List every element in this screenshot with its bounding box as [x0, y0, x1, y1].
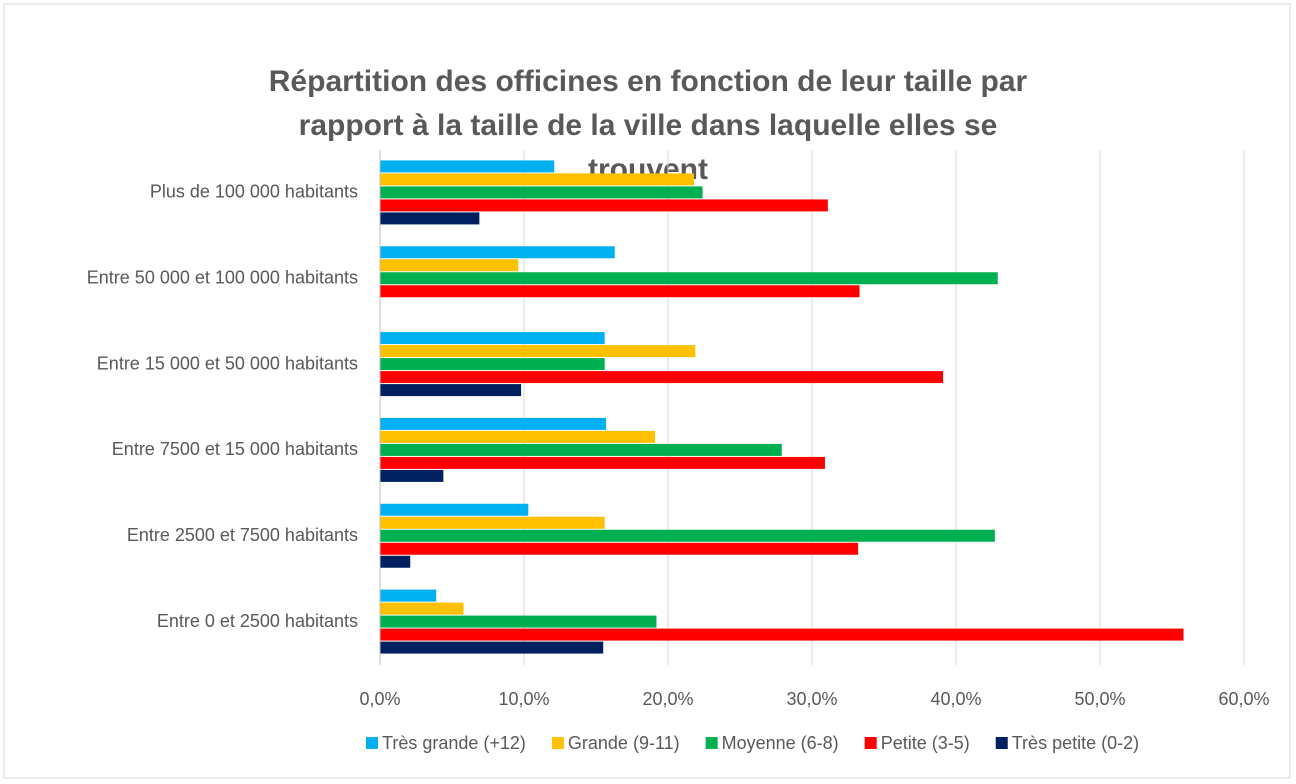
x-tick-label: 40,0%	[930, 689, 981, 709]
legend-label: Moyenne (6-8)	[722, 733, 839, 753]
bar	[380, 555, 411, 568]
bar	[380, 516, 605, 529]
bar	[380, 628, 1184, 641]
bar	[380, 272, 998, 285]
bar	[380, 529, 995, 542]
bar	[380, 430, 656, 443]
bar	[380, 456, 825, 469]
bar	[380, 469, 444, 482]
x-tick-label: 30,0%	[786, 689, 837, 709]
bar	[380, 371, 944, 384]
y-tick-label: Entre 15 000 et 50 000 habitants	[97, 353, 358, 373]
bar	[380, 602, 464, 615]
y-tick-label: Entre 50 000 et 100 000 habitants	[87, 268, 358, 288]
legend-swatch	[995, 737, 1008, 749]
x-tick-label: 20,0%	[642, 689, 693, 709]
x-tick-label: 10,0%	[498, 689, 549, 709]
x-tick-label: 50,0%	[1074, 689, 1125, 709]
bar	[380, 345, 696, 358]
legend-label: Très petite (0-2)	[1012, 733, 1139, 753]
x-tick-label: 60,0%	[1218, 689, 1269, 709]
legend-swatch	[705, 737, 718, 749]
bar	[380, 332, 605, 345]
x-tick-label: 0,0%	[359, 689, 400, 709]
bar	[380, 160, 555, 173]
legend-swatch	[366, 737, 378, 749]
legend-label: Petite (3-5)	[881, 733, 970, 753]
bar	[380, 542, 859, 555]
bar	[380, 285, 860, 298]
bar	[380, 417, 607, 430]
y-tick-label: Plus de 100 000 habitants	[150, 182, 358, 202]
legend-label: Très grande (+12)	[382, 733, 526, 753]
y-tick-label: Entre 7500 et 15 000 habitants	[112, 439, 358, 459]
bar	[380, 199, 828, 212]
legend-swatch	[864, 737, 877, 749]
legend-label: Grande (9-11)	[568, 733, 680, 753]
y-tick-label: Entre 2500 et 7500 habitants	[127, 525, 358, 545]
bar	[380, 615, 657, 628]
bar	[380, 358, 605, 371]
bar	[380, 641, 604, 654]
bar	[380, 589, 437, 602]
y-tick-label: Entre 0 et 2500 habitants	[157, 611, 358, 631]
bar	[380, 384, 522, 397]
bar	[380, 443, 782, 456]
bar	[380, 212, 480, 225]
bar	[380, 246, 615, 259]
legend-swatch	[551, 737, 564, 749]
bar	[380, 173, 694, 186]
bar	[380, 503, 529, 516]
bar	[380, 259, 519, 272]
bar	[380, 186, 703, 199]
chart-border	[3, 3, 1291, 779]
